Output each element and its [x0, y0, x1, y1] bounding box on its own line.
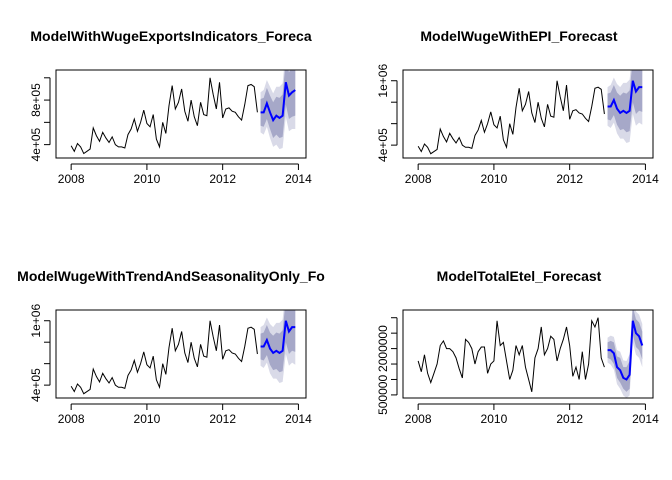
panel-1-x-tick-label: 2008: [58, 172, 85, 186]
panel-2: ModelWugeWithEPI_Forecast 2008 2010 2012 20…: [376, 28, 659, 186]
panel-2-history: [417, 80, 605, 155]
panel-2-x-tick-label: 2010: [481, 172, 508, 186]
panel-4-x-axis: 2008 2010 2012 2014: [405, 403, 659, 426]
panel-3-x-tick-label: 2010: [134, 412, 161, 426]
panel-3-title: ModelWugeWithTrendAndSeasonalityOnly_Fo: [17, 268, 325, 284]
panel-3: ModelWugeWithTrendAndSeasonalityOnly_Fo …: [17, 268, 325, 426]
panel-3-history: [70, 320, 258, 395]
panel-4-x-tick-label: 2010: [481, 412, 508, 426]
panel-4-clip-group: [417, 310, 644, 398]
panel-4-history: [417, 317, 605, 392]
panel-3-x-tick-label: 2014: [285, 412, 312, 426]
panel-3-y-axis: 4e+05 1e+06: [29, 304, 51, 402]
panel-1-x-tick-label: 2010: [134, 172, 161, 186]
panel-1-history: [70, 77, 258, 155]
panel-1-x-tick-label: 2014: [285, 172, 312, 186]
panel-2-title: ModelWugeWithEPI_Forecast: [420, 28, 618, 44]
panel-2-history-line: [417, 80, 605, 155]
panel-1-y-tick-label: 4e+05: [29, 127, 43, 161]
panel-2-forecast-line: [607, 80, 643, 115]
panel-2-y-axis: 4e+05 1e+06: [376, 64, 398, 162]
panel-2-clip-group: [417, 70, 643, 155]
panel-4: ModelTotalEtel_Forecast 2008 2010 2012 2014…: [376, 268, 659, 426]
panel-4-x-tick-label: 2008: [405, 412, 432, 426]
panel-1-y-axis: 4e+05 8e+05: [29, 77, 51, 161]
panel-1-y-tick-label: 8e+05: [29, 83, 43, 117]
panel-4-x-tick-label: 2014: [632, 412, 659, 426]
panel-4-history-line: [417, 317, 605, 392]
panel-1-title: ModelWithWugeExportsIndicators_Foreca: [30, 28, 311, 44]
panel-2-y-tick-label: 4e+05: [376, 128, 390, 162]
panel-1-box: [55, 69, 307, 159]
panel-4-y-tick-label: 500000: [376, 375, 390, 415]
panel-4-band-80: [607, 310, 643, 392]
panel-4-title: ModelTotalEtel_Forecast: [437, 268, 602, 284]
panel-2-x-tick-label: 2012: [556, 172, 583, 186]
panel-1-history-line: [70, 77, 258, 155]
panel-4-box: [402, 309, 654, 399]
panel-3-x-tick-label: 2012: [209, 412, 236, 426]
panel-3-y-tick-label: 1e+06: [29, 304, 43, 338]
panel-2-box: [402, 69, 654, 159]
panel-3-clip-group: [70, 310, 296, 395]
panel-4-y-tick-label: 2000000: [376, 325, 390, 372]
panel-3-x-axis: 2008 2010 2012 2014: [58, 403, 312, 426]
panel-1: ModelWithWugeExportsIndicators_Foreca 20…: [29, 28, 312, 186]
panel-1-forecast-line: [260, 82, 296, 123]
panel-2-x-tick-label: 2014: [632, 172, 659, 186]
panel-3-y-tick-label: 4e+05: [29, 368, 43, 402]
panel-2-x-tick-label: 2008: [405, 172, 432, 186]
panel-1-x-tick-label: 2012: [209, 172, 236, 186]
panel-4-forecast-line: [607, 320, 644, 381]
panel-4-x-tick-label: 2012: [556, 412, 583, 426]
panel-1-forecast: [260, 82, 296, 123]
panel-3-forecast-line: [260, 320, 296, 355]
panel-4-band-80-area: [607, 310, 643, 392]
panel-1-x-axis: 2008 2010 2012 2014: [58, 163, 312, 186]
panel-2-x-axis: 2008 2010 2012 2014: [405, 163, 659, 186]
panel-1-clip-group: [70, 70, 296, 155]
panel-3-box: [55, 309, 307, 399]
panel-3-forecast: [260, 320, 296, 355]
panel-4-forecast: [607, 320, 644, 381]
panel-4-y-axis: 500000 2000000: [376, 317, 398, 415]
panel-3-history-line: [70, 320, 258, 395]
panel-2-y-tick-label: 1e+06: [376, 64, 390, 98]
panel-2-forecast: [607, 80, 643, 115]
panel-3-x-tick-label: 2008: [58, 412, 85, 426]
